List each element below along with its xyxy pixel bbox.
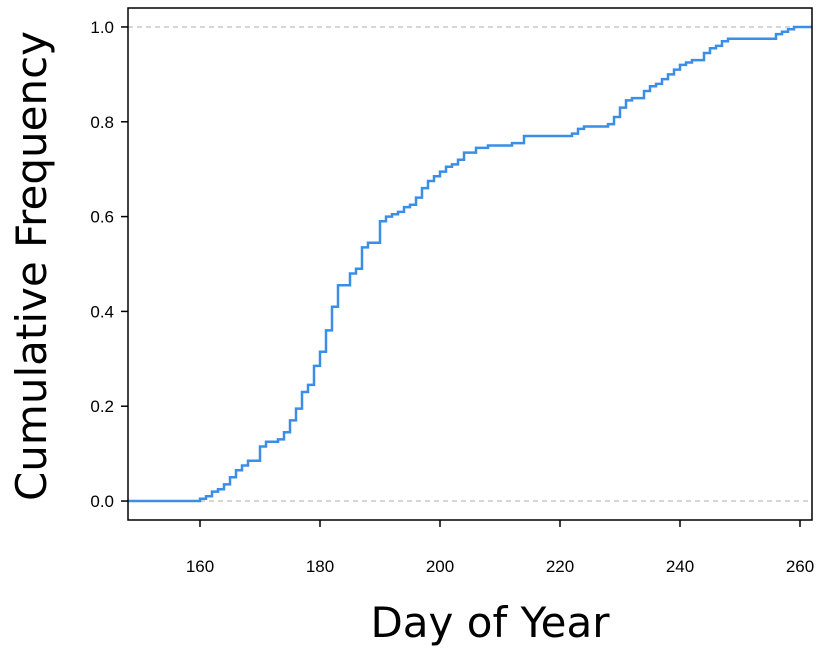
y-tick-label: 0.0 [90,492,114,511]
series-line-0 [128,25,812,503]
series-group [128,25,812,503]
x-tick-label: 240 [666,557,694,576]
reference-lines [128,26,812,502]
y-tick-label: 0.8 [90,113,114,132]
x-axis: 160 180 200 220 240 260 [186,520,814,576]
x-tick-label: 260 [786,557,814,576]
x-tick-label: 200 [426,557,454,576]
y-tick-label: 0.2 [90,397,114,416]
x-tick-label: 180 [306,557,334,576]
x-tick-label: 220 [546,557,574,576]
y-tick-label: 0.6 [90,208,114,227]
y-tick-label: 0.4 [90,302,114,321]
y-tick-label: 1.0 [90,18,114,37]
x-axis-title: Day of Year [370,598,610,647]
plot-frame [127,7,813,521]
y-axis: 0.0 0.2 0.4 0.6 0.8 1.0 [90,18,128,511]
y-axis-title: Cumulative Frequency [7,31,56,501]
x-tick-label: 160 [186,557,214,576]
